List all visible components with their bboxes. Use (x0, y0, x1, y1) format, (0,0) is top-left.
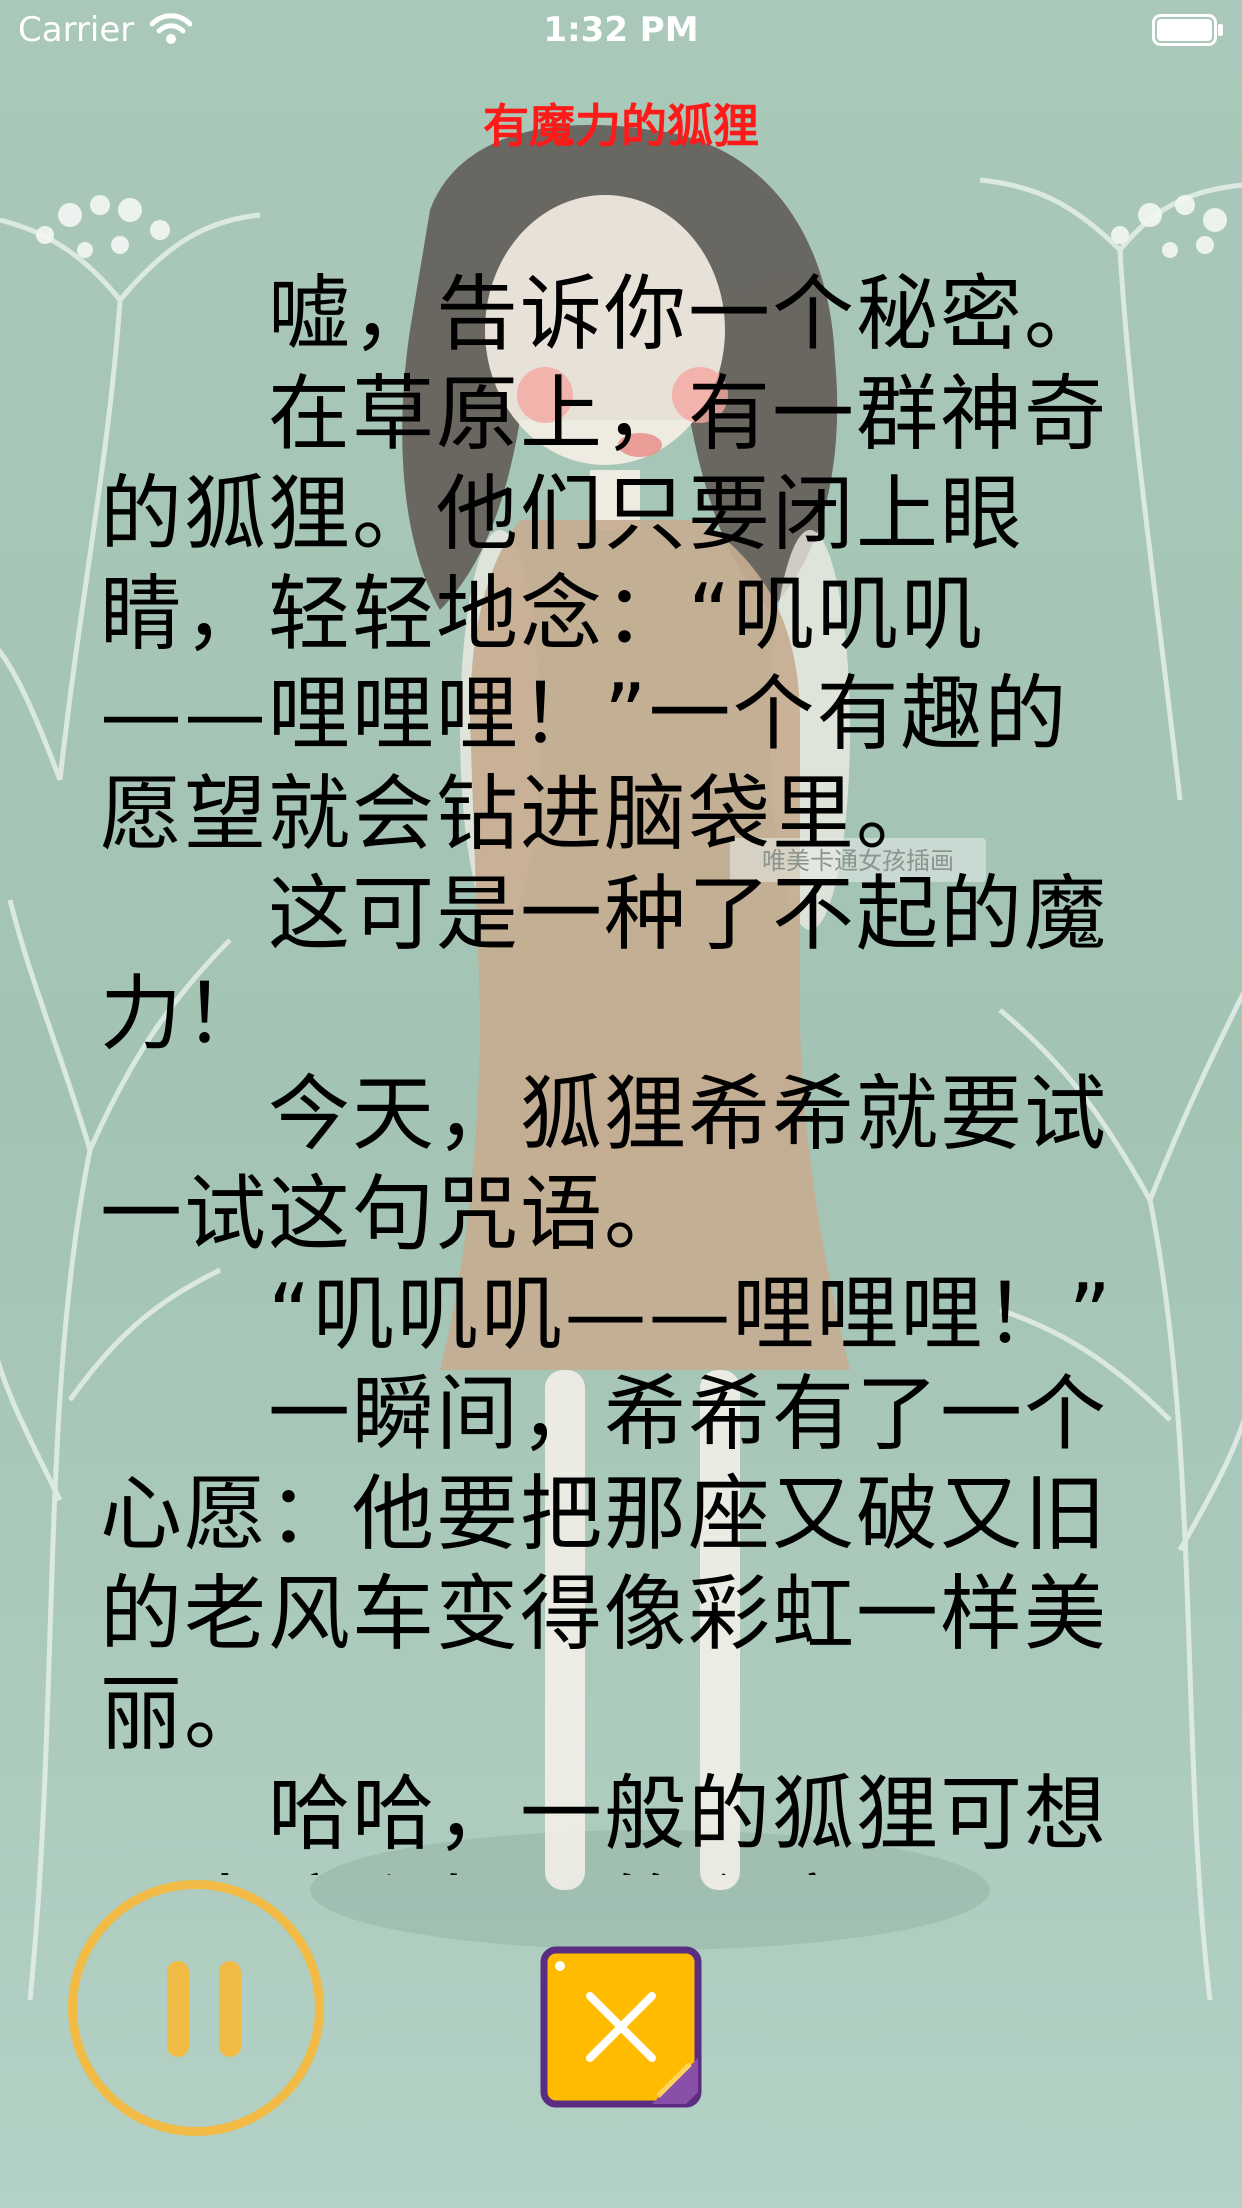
status-time: 1:32 PM (543, 10, 699, 50)
story-paragraph: 在草原上，有一群神奇的狐狸。他们只要闭上眼睛，轻轻地念：“叽叽叽——哩哩哩！”一… (100, 367, 1109, 862)
status-bar: Carrier 1:32 PM (0, 0, 1242, 60)
story-title: 有魔力的狐狸 (483, 99, 759, 153)
close-icon (540, 1946, 702, 2108)
wifi-icon (150, 13, 192, 44)
watermark-text: 唯美卡通女孩插画 (762, 847, 954, 875)
battery-icon (1152, 14, 1223, 46)
pause-bar-right (219, 1961, 241, 2057)
story-paragraph: 一瞬间，希希有了一个心愿：他要把那座又破又旧的老风车变得像彩虹一样美丽。 (100, 1367, 1109, 1762)
story-text[interactable]: 嘘，告诉你一个秘密。 在草原上，有一群神奇的狐狸。他们只要闭上眼睛，轻轻地念：“… (100, 265, 1140, 1875)
pause-bar-left (167, 1961, 189, 2057)
story-paragraph: “叽叽叽——哩哩哩！” (268, 1267, 1113, 1362)
story-paragraph: 哈哈，一般的狐狸可想不出这么好玩的主意 (100, 1767, 1109, 1875)
carrier-label: Carrier (18, 10, 135, 50)
story-paragraph: 今天，狐狸希希就要试一试这句咒语。 (100, 1067, 1109, 1262)
close-button[interactable] (540, 1946, 702, 2108)
story-paragraph: 这可是一种了不起的魔力！ (100, 867, 1109, 1062)
story-paragraph: 嘘，告诉你一个秘密。 (268, 267, 1109, 362)
pause-button[interactable] (68, 1880, 324, 2136)
